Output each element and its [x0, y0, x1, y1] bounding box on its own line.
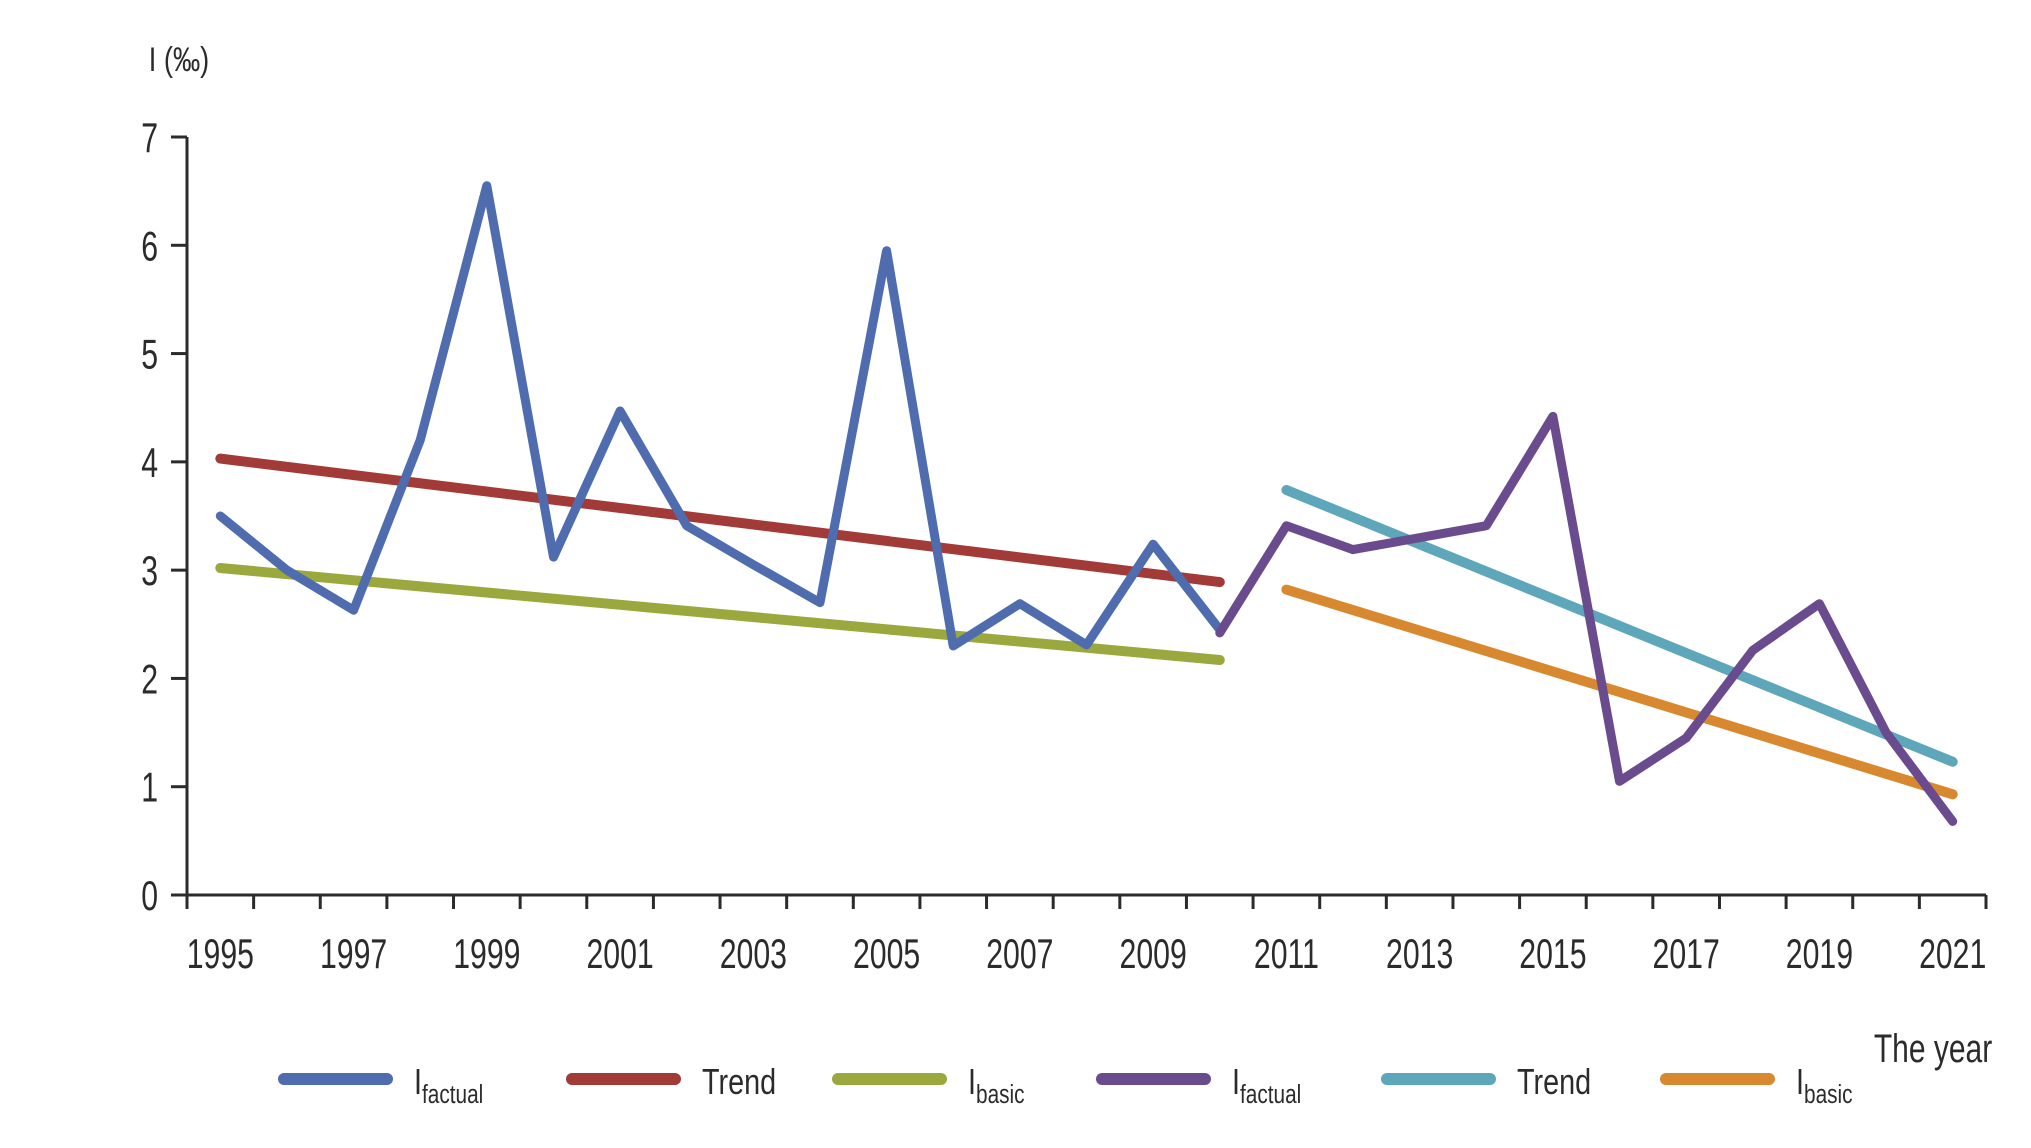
legend-swatch-trend-2011-2021: [1381, 1073, 1496, 1085]
series-line-trend-2011-2021: [1281, 485, 1958, 767]
x-axis-tick-label: 2005: [853, 930, 920, 977]
x-axis-tick-label: 1995: [187, 930, 254, 977]
birth-rate-trend-chart: 0 1 2 3 4 5 6 7 1995 1997 1999 2001 2003 2005 2007 2009…: [40, 16, 2031, 1132]
legend-label-factual-2010-2021: Ifactual: [1232, 1061, 1301, 1109]
x-axis-tick-label: 1997: [320, 930, 387, 977]
x-axis-tick-label: 2001: [586, 930, 653, 977]
legend-swatch-trend-1995-2010: [566, 1073, 681, 1085]
y-axis-title: I (‰): [149, 40, 209, 79]
x-axis-tick-label: 2021: [1919, 930, 1986, 977]
x-axis-title: The year: [1874, 1027, 1993, 1071]
legend-label-basic-2011-2021: Ibasic: [1796, 1061, 1853, 1109]
series-line-basic-2011-2021: [1281, 584, 1958, 800]
y-axis-tick-label: 5: [141, 331, 158, 378]
series-line-trend-1995-2010: [215, 453, 1225, 588]
legend-swatch-basic-1995-2010: [832, 1073, 947, 1085]
x-axis-tick-label: 2011: [1254, 930, 1319, 977]
legend-label-basic-1995-2010: Ibasic: [968, 1061, 1025, 1109]
legend-swatch-basic-2011-2021: [1660, 1073, 1775, 1085]
x-axis-tick-label: 2009: [1120, 930, 1187, 977]
series-line-factual-2010-2021: [1215, 411, 1958, 826]
series-line-basic-1995-2010: [215, 563, 1225, 665]
y-axis-tick-label: 6: [141, 222, 158, 269]
x-axis-tick-label: 2015: [1519, 930, 1586, 977]
series-line-factual-1995-2010: [215, 181, 1225, 651]
legend-swatch-factual-1995-2010: [278, 1073, 393, 1085]
x-axis-tick-label: 2013: [1386, 930, 1453, 977]
x-axis-tick-label: 2019: [1786, 930, 1853, 977]
x-axis-tick-label: 1999: [453, 930, 520, 977]
y-axis-tick-label: 2: [141, 656, 158, 703]
x-axis-tick-label: 2017: [1653, 930, 1720, 977]
legend-label-trend-1995-2010: Trend: [702, 1061, 776, 1102]
y-axis-tick-label: 3: [141, 547, 158, 594]
x-axis-tick-label: 2003: [720, 930, 787, 977]
x-axis-tick-label: 2007: [986, 930, 1053, 977]
y-axis-tick-label: 4: [141, 439, 158, 486]
y-axis-tick-label: 7: [141, 114, 158, 161]
legend-label-factual-1995-2010: Ifactual: [414, 1061, 483, 1109]
y-axis-tick-label: 0: [141, 872, 158, 919]
y-axis-tick-label: 1: [141, 764, 158, 811]
legend-swatch-factual-2010-2021: [1096, 1073, 1211, 1085]
chart-canvas: 0 1 2 3 4 5 6 7 1995 1997 1999 2001 2003 2005 2007 2009…: [141, 40, 1993, 1109]
legend-label-trend-2011-2021: Trend: [1517, 1061, 1591, 1102]
